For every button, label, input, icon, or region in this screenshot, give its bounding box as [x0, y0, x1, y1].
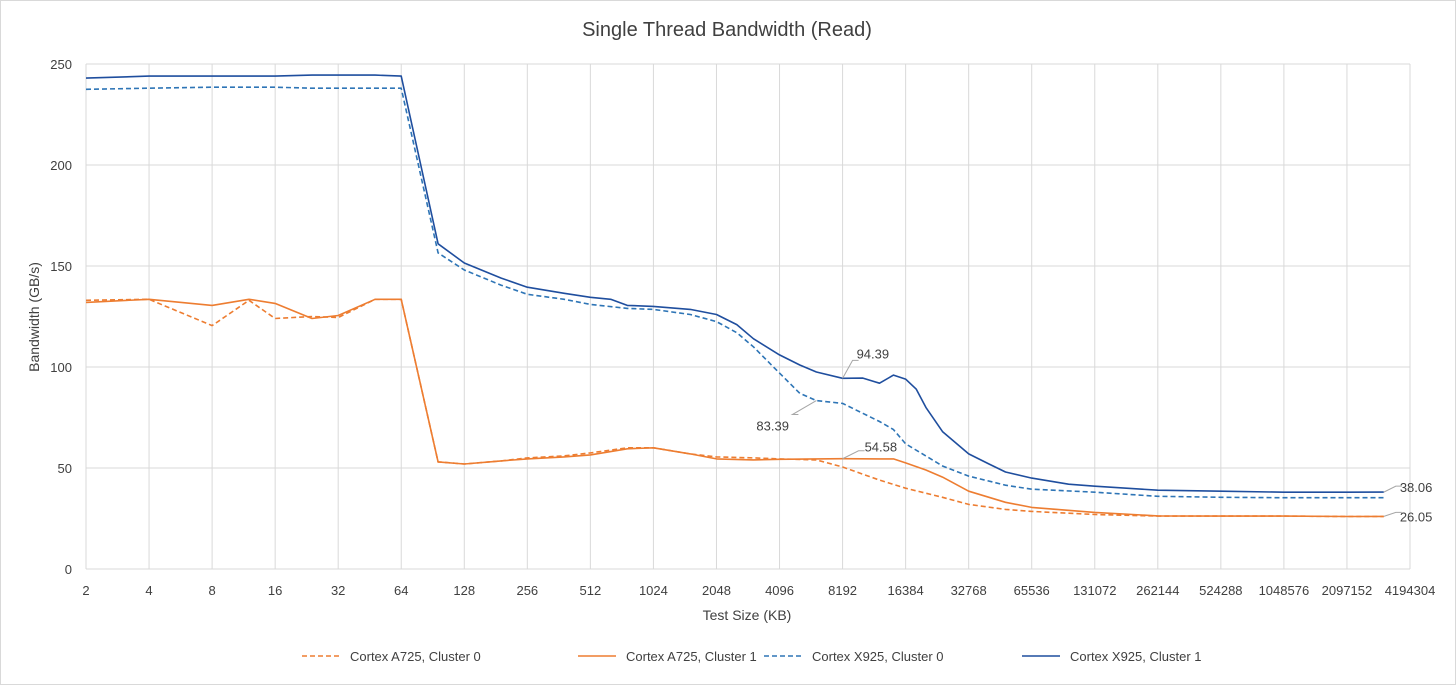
x-tick-label: 256 [516, 583, 538, 598]
series-line [85, 86, 1384, 499]
y-tick-label: 200 [50, 158, 72, 173]
x-tick-label: 2048 [702, 583, 731, 598]
x-tick-label: 64 [394, 583, 408, 598]
x-tick-label: 4 [145, 583, 152, 598]
y-tick-label: 0 [65, 562, 72, 577]
data-label-leader [1383, 511, 1402, 517]
x-tick-label: 65536 [1014, 583, 1050, 598]
data-label: 38.06 [1400, 480, 1433, 495]
x-tick-label: 2097152 [1322, 583, 1373, 598]
x-tick-label: 1024 [639, 583, 668, 598]
y-tick-label: 100 [50, 360, 72, 375]
x-tick-label: 128 [453, 583, 475, 598]
x-tick-label: 4194304 [1385, 583, 1436, 598]
data-label: 94.39 [857, 346, 890, 361]
legend-label: Cortex A725, Cluster 0 [350, 649, 481, 664]
x-tick-label: 2 [82, 583, 89, 598]
y-axis-ticks: 0 50 100 150 200 250 [50, 57, 72, 577]
x-tick-label: 8 [208, 583, 215, 598]
chart-title: Single Thread Bandwidth (Read) [582, 19, 872, 41]
y-tick-label: 250 [50, 57, 72, 72]
x-tick-label: 16 [268, 583, 282, 598]
data-label-leader [842, 359, 859, 379]
data-label: 54.58 [865, 440, 898, 455]
series-line [85, 298, 1384, 518]
data-label-leader [842, 450, 865, 460]
y-tick-label: 150 [50, 259, 72, 274]
x-tick-label: 8192 [828, 583, 857, 598]
x-tick-label: 131072 [1073, 583, 1116, 598]
y-tick-label: 50 [58, 461, 72, 476]
x-tick-label: 512 [580, 583, 602, 598]
x-tick-label: 32 [331, 583, 345, 598]
series-line [85, 298, 1384, 518]
legend-label: Cortex X925, Cluster 0 [812, 649, 944, 664]
x-tick-label: 16384 [888, 583, 924, 598]
x-tick-label: 1048576 [1259, 583, 1310, 598]
data-labels: 94.39 83.39 54.58 38.06 26.05 [756, 346, 1432, 524]
y-axis-title: Bandwidth (GB/s) [26, 262, 42, 372]
data-label-leader [790, 400, 817, 416]
x-tick-label: 4096 [765, 583, 794, 598]
data-label: 26.05 [1400, 509, 1433, 524]
x-axis-title: Test Size (KB) [703, 607, 792, 623]
x-axis-ticks: 2 4 8 16 32 64 128 256 512 1024 2048 4096 8192 16384 3… [82, 583, 1435, 598]
x-tick-label: 262144 [1136, 583, 1179, 598]
x-tick-label: 32768 [951, 583, 987, 598]
legend-label: Cortex A725, Cluster 1 [626, 649, 757, 664]
series-line [85, 74, 1384, 493]
data-label: 83.39 [756, 419, 789, 434]
legend: Cortex A725, Cluster 0 Cortex A725, Clust… [302, 649, 1202, 664]
data-label-leader [1383, 485, 1402, 493]
legend-label: Cortex X925, Cluster 1 [1070, 649, 1202, 664]
gridlines [85, 63, 1411, 570]
x-tick-label: 524288 [1199, 583, 1242, 598]
series-lines [85, 74, 1384, 518]
